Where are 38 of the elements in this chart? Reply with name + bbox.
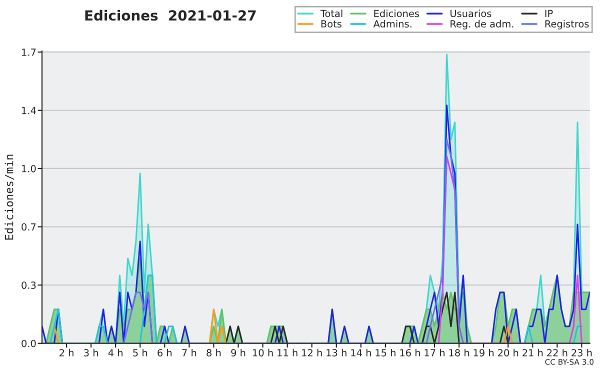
y-tick-label: 0.0 — [22, 340, 36, 348]
x-tick-label: 9 h — [231, 348, 246, 356]
x-tick-label: 14 h — [351, 348, 371, 356]
y-axis-title: Ediciones/min — [4, 154, 14, 240]
y-tick-label: 1.0 — [22, 164, 36, 172]
x-tick-label: 5 h — [133, 348, 148, 356]
legend-label: Reg. de adm. — [450, 20, 514, 30]
y-tick-label: 1.4 — [22, 106, 36, 114]
legend-label: Usuarios — [450, 10, 492, 18]
legend-label: IP — [545, 10, 553, 18]
x-tick-label: 23 h — [572, 348, 592, 356]
legend-label: Admins. — [373, 20, 412, 28]
x-tick-label: 17 h — [424, 348, 444, 356]
x-tick-label: 15 h — [376, 348, 396, 356]
x-tick-label: 19 h — [474, 348, 494, 356]
legend-label: Ediciones — [374, 10, 420, 18]
y-tick-label: 0.3 — [22, 282, 36, 289]
x-tick-label: 13 h — [326, 348, 346, 356]
x-tick-label: 8 h — [206, 348, 221, 356]
legend-label: Bots — [321, 20, 342, 28]
x-tick-label: 4 h — [108, 348, 122, 356]
x-tick-label: 12 h — [302, 348, 322, 356]
y-tick-label: 1.7 — [22, 48, 36, 56]
x-tick-label: 18 h — [449, 348, 470, 356]
x-tick-label: 7 h — [182, 348, 196, 356]
y-tick-label: 0.7 — [22, 223, 36, 231]
x-tick-label: 11 h — [278, 348, 298, 356]
x-tick-label: 16 h — [400, 348, 420, 356]
x-tick-label: 6 h — [158, 348, 172, 356]
legend-label: Registros — [545, 20, 589, 30]
x-tick-label: 2 h — [60, 348, 74, 356]
x-tick-label: 10 h — [253, 348, 273, 356]
x-tick-label: 21 h — [522, 348, 543, 356]
x-tick-label: 3 h — [84, 348, 98, 356]
x-tick-label: 22 h — [547, 348, 568, 356]
chart-title: Ediciones 2021-01-27 — [85, 10, 256, 21]
legend-label: Total — [320, 10, 342, 18]
x-tick-label: 20 h — [498, 348, 518, 356]
